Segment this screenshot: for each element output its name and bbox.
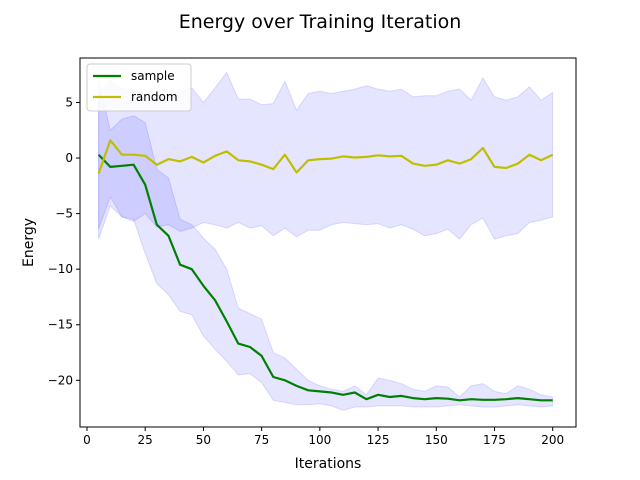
x-tick-label: 200 xyxy=(541,433,564,447)
y-axis-label: Energy xyxy=(21,218,37,267)
legend-label-sample: sample xyxy=(131,69,175,83)
x-tick-label: 125 xyxy=(367,433,390,447)
y-tick-label: −10 xyxy=(48,262,73,276)
x-tick-label: 75 xyxy=(254,433,269,447)
line-sample xyxy=(97,153,553,402)
line-random xyxy=(97,139,554,174)
x-tick-label: 0 xyxy=(83,433,91,447)
x-axis: 0 25 50 75 100 125 150 175 200 xyxy=(83,427,564,447)
y-tick-label: −15 xyxy=(48,318,73,332)
y-tick-label: −20 xyxy=(48,373,73,387)
x-tick-label: 100 xyxy=(308,433,331,447)
y-tick-label: −5 xyxy=(55,207,73,221)
y-tick-label: 0 xyxy=(65,151,73,165)
y-tick-label: 5 xyxy=(65,95,73,109)
band-random xyxy=(98,71,554,240)
y-axis: 5 0 −5 −10 −15 −20 xyxy=(48,95,80,387)
x-tick-label: 50 xyxy=(196,433,211,447)
plot-frame xyxy=(79,57,577,428)
chart-title: Energy over Training Iteration xyxy=(179,11,462,33)
series-lines xyxy=(97,139,554,402)
legend-label-random: random xyxy=(131,90,178,104)
legend: sample random xyxy=(86,63,192,112)
x-tick-label: 25 xyxy=(138,433,153,447)
band-sample xyxy=(98,80,554,411)
confidence-bands xyxy=(98,71,554,411)
x-tick-label: 150 xyxy=(425,433,448,447)
x-tick-label: 175 xyxy=(483,433,506,447)
x-axis-label: Iterations xyxy=(295,456,362,472)
